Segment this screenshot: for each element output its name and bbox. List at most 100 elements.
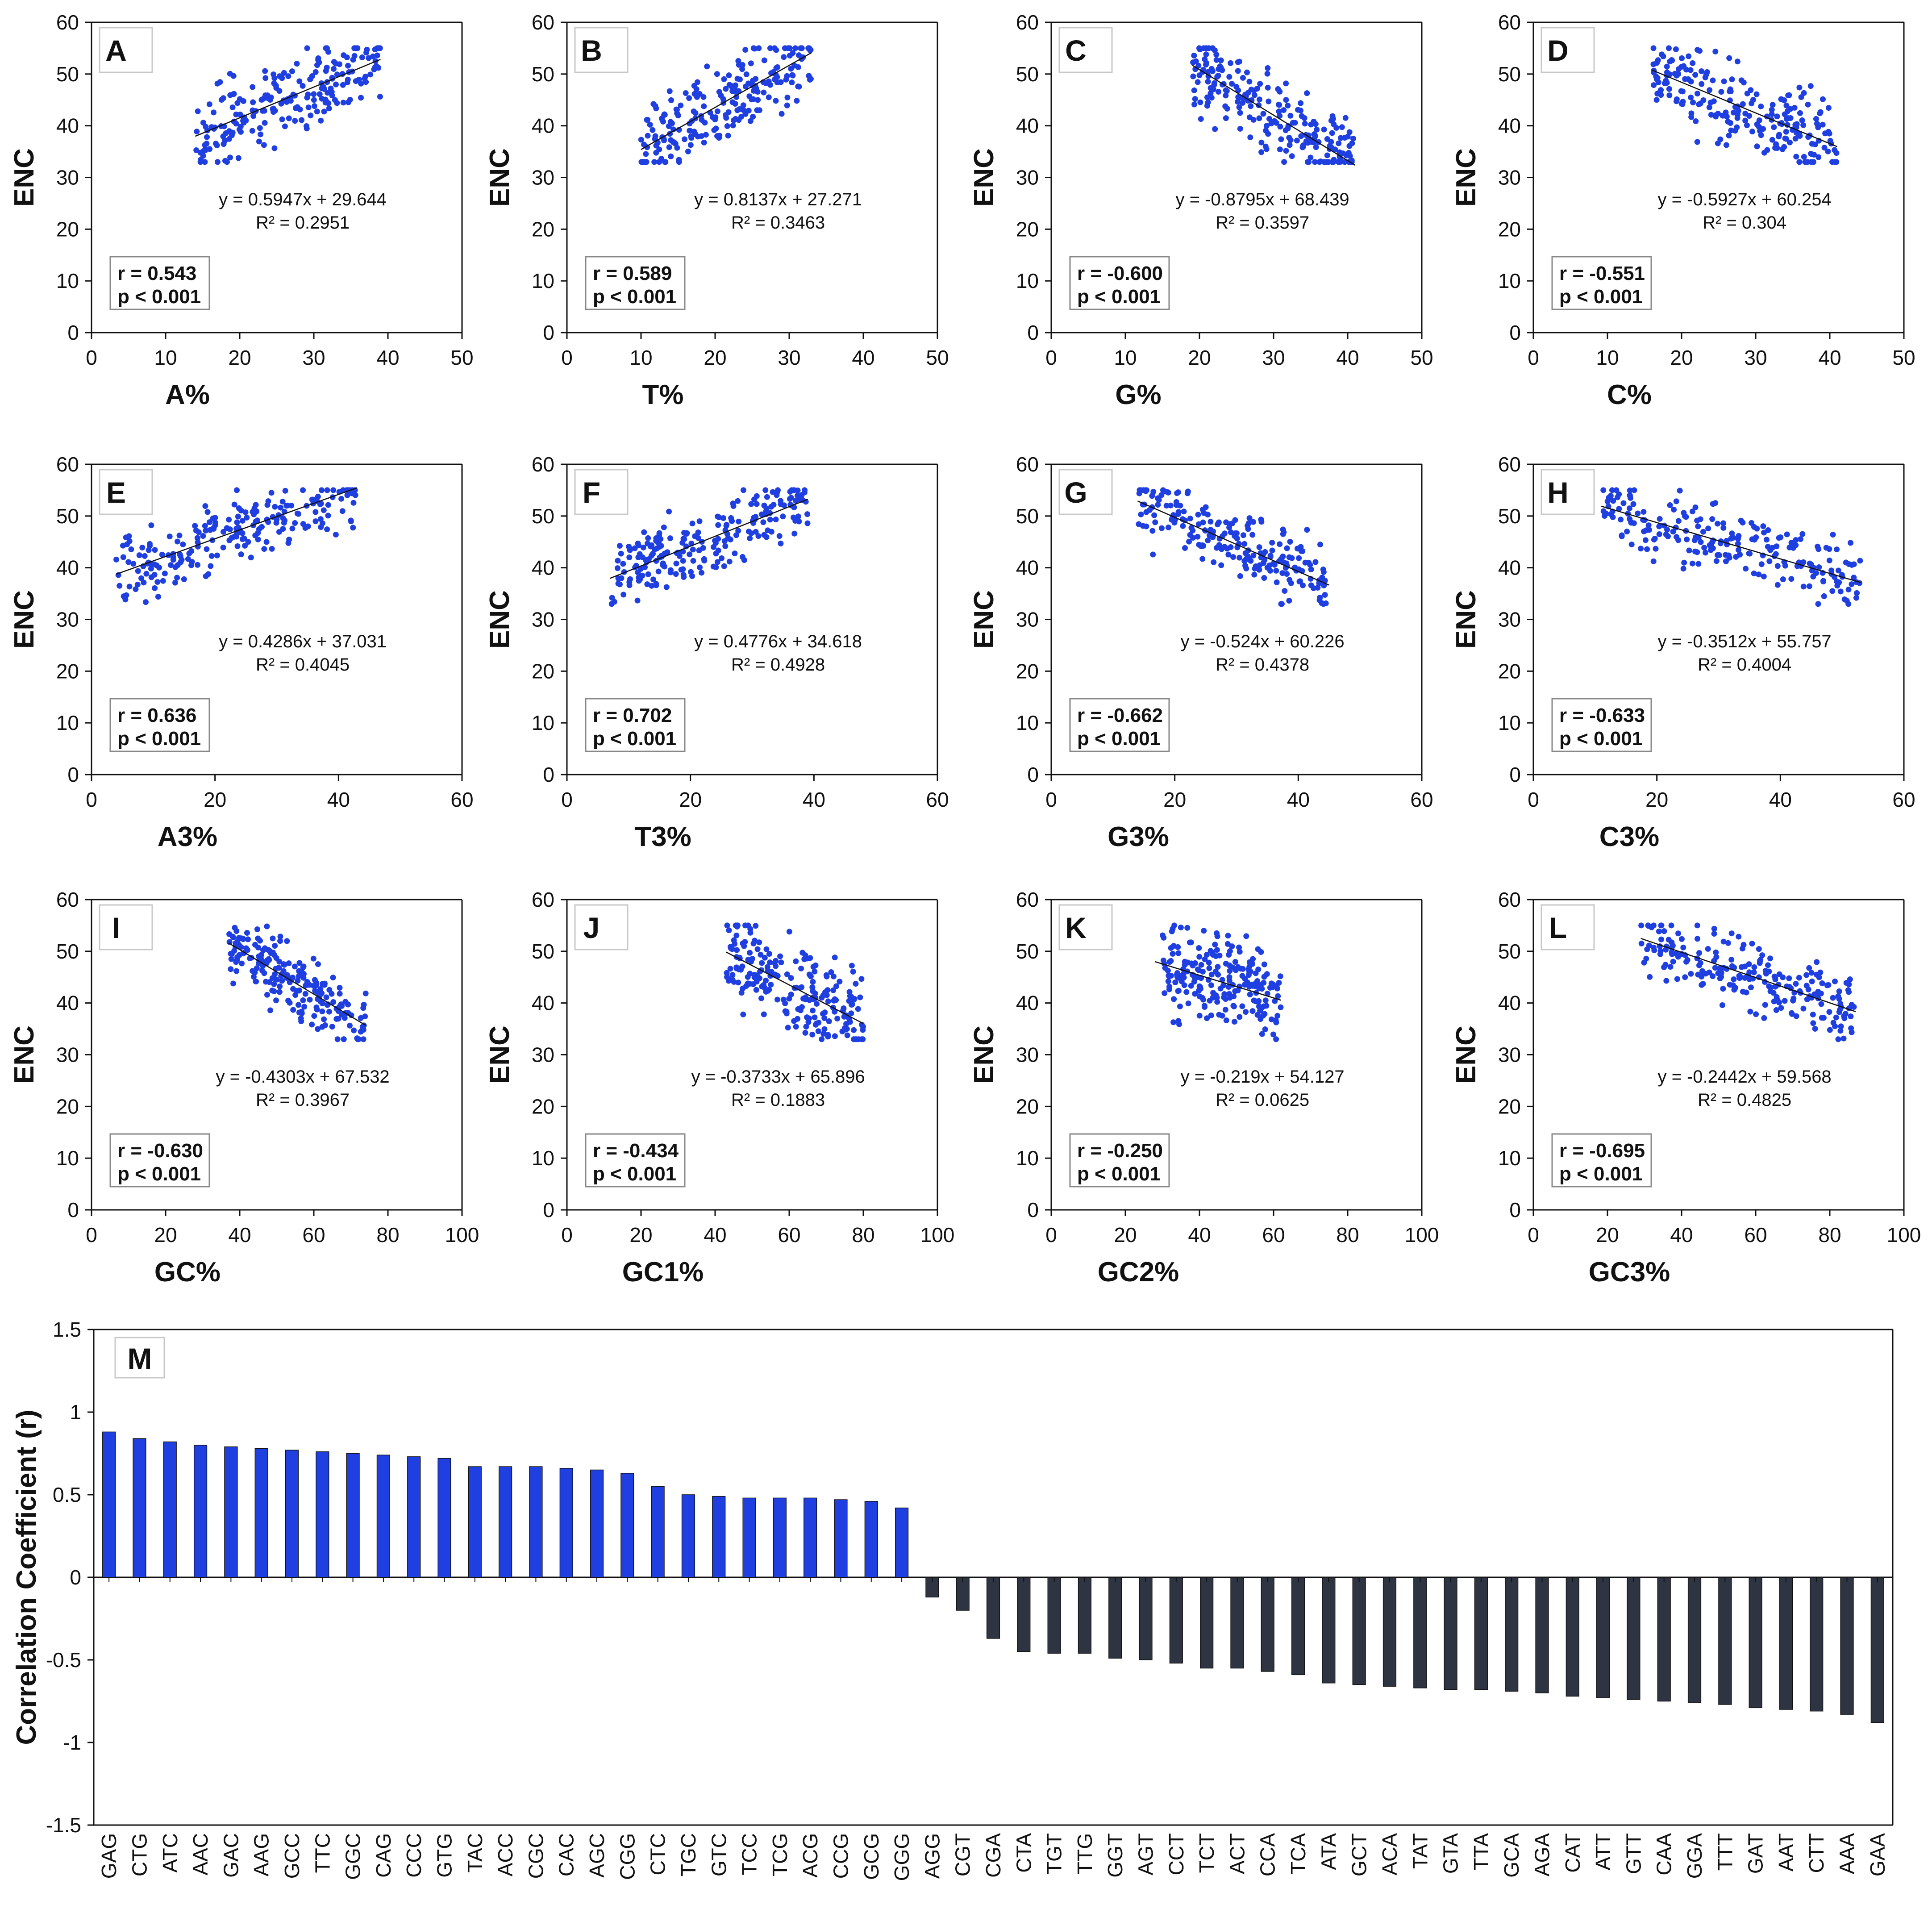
data-point-G [1323,600,1329,606]
panel-letter-H: H [1547,476,1569,509]
bar-CTC [651,1486,665,1578]
data-point-A [325,100,332,106]
data-point-I [233,968,240,974]
data-point-L [1847,976,1853,983]
y-axis-label-J: ENC [484,1025,515,1084]
data-point-H [1694,549,1700,555]
data-point-D [1785,108,1791,114]
data-point-H [1618,517,1624,523]
data-point-J [778,959,784,966]
data-point-F [720,515,727,521]
data-point-L [1720,938,1727,945]
data-point-E [239,517,246,524]
data-point-I [330,975,336,981]
data-point-H [1760,523,1766,529]
y-tick-label: 0 [543,321,554,344]
data-point-B [774,64,781,71]
data-point-E [146,547,152,553]
data-point-A [292,118,298,124]
data-point-K [1169,928,1175,934]
data-point-C [1236,104,1242,110]
data-point-I [296,1002,302,1008]
data-point-F [795,513,801,520]
data-point-L [1800,1005,1807,1012]
x-tick-label: 20 [1596,1223,1619,1246]
data-point-E [319,520,325,526]
data-point-H [1644,546,1650,552]
bar-CGT [956,1577,970,1611]
data-point-H [1698,539,1704,545]
data-point-H [1835,567,1841,574]
data-point-J [832,954,838,961]
data-point-A [372,46,378,53]
data-point-G [1284,545,1290,551]
data-point-L [1845,987,1851,993]
data-point-F [614,565,620,571]
data-point-J [812,991,818,997]
data-point-L [1832,978,1838,984]
data-point-L [1809,978,1815,984]
y-tick-label: 40 [1016,114,1039,138]
data-point-J [773,958,779,964]
x-tick-label: 20 [228,346,251,369]
x-tick-label: TTG [1073,1833,1096,1874]
data-point-K [1196,945,1202,951]
x-tick-label: 30 [302,346,325,369]
data-point-D [1679,55,1685,61]
data-point-E [318,500,324,507]
data-point-E [231,501,237,508]
x-tick-label: CGT [951,1833,974,1876]
bar-CAG [376,1455,390,1578]
data-point-E [324,487,330,493]
data-point-F [795,488,801,494]
data-point-A [358,95,364,101]
y-tick-label: 40 [1016,556,1039,579]
data-point-G [1273,567,1279,574]
data-point-D [1715,140,1721,146]
data-point-B [808,76,814,82]
data-point-K [1182,959,1188,965]
data-point-L [1748,984,1754,991]
data-point-F [650,576,657,583]
x-tick-label: 80 [1336,1223,1359,1246]
data-point-D [1771,124,1777,130]
data-point-D [1729,76,1735,83]
data-point-G [1299,582,1306,588]
x-tick-label: 60 [302,1223,325,1246]
data-point-F [722,543,729,549]
bar-CTA [1017,1577,1031,1652]
data-point-G [1237,573,1243,579]
data-point-L [1796,975,1802,981]
x-tick-label: 0 [1045,788,1057,811]
data-point-F [658,536,664,542]
data-point-C [1287,113,1294,119]
panel-letter-D: D [1547,34,1569,67]
data-point-E [136,552,142,559]
x-tick-label: 40 [1287,788,1310,811]
data-point-C [1223,115,1229,121]
data-point-K [1195,988,1202,994]
data-point-A [212,141,219,147]
data-point-J [837,979,843,985]
bar-CCA [1261,1577,1274,1672]
p-value-H: p < 0.001 [1559,728,1643,750]
y-axis-label-D: ENC [1451,148,1482,207]
data-point-I [250,974,257,980]
data-point-L [1776,971,1782,977]
data-point-B [749,78,756,84]
data-point-H [1665,533,1671,539]
x-tick-label: ATC [158,1833,182,1873]
data-point-K [1175,988,1181,994]
data-point-L [1826,1009,1832,1015]
data-point-C [1342,115,1349,121]
data-point-G [1223,519,1229,525]
data-point-A [366,55,372,61]
data-point-I [273,997,279,1004]
data-point-F [655,568,662,575]
data-point-D [1730,109,1736,116]
data-point-D [1693,118,1699,125]
data-point-G [1302,559,1308,566]
y-tick-label: 20 [1498,217,1521,241]
x-tick-label: 20 [1114,1223,1137,1246]
data-point-I [321,1016,327,1022]
